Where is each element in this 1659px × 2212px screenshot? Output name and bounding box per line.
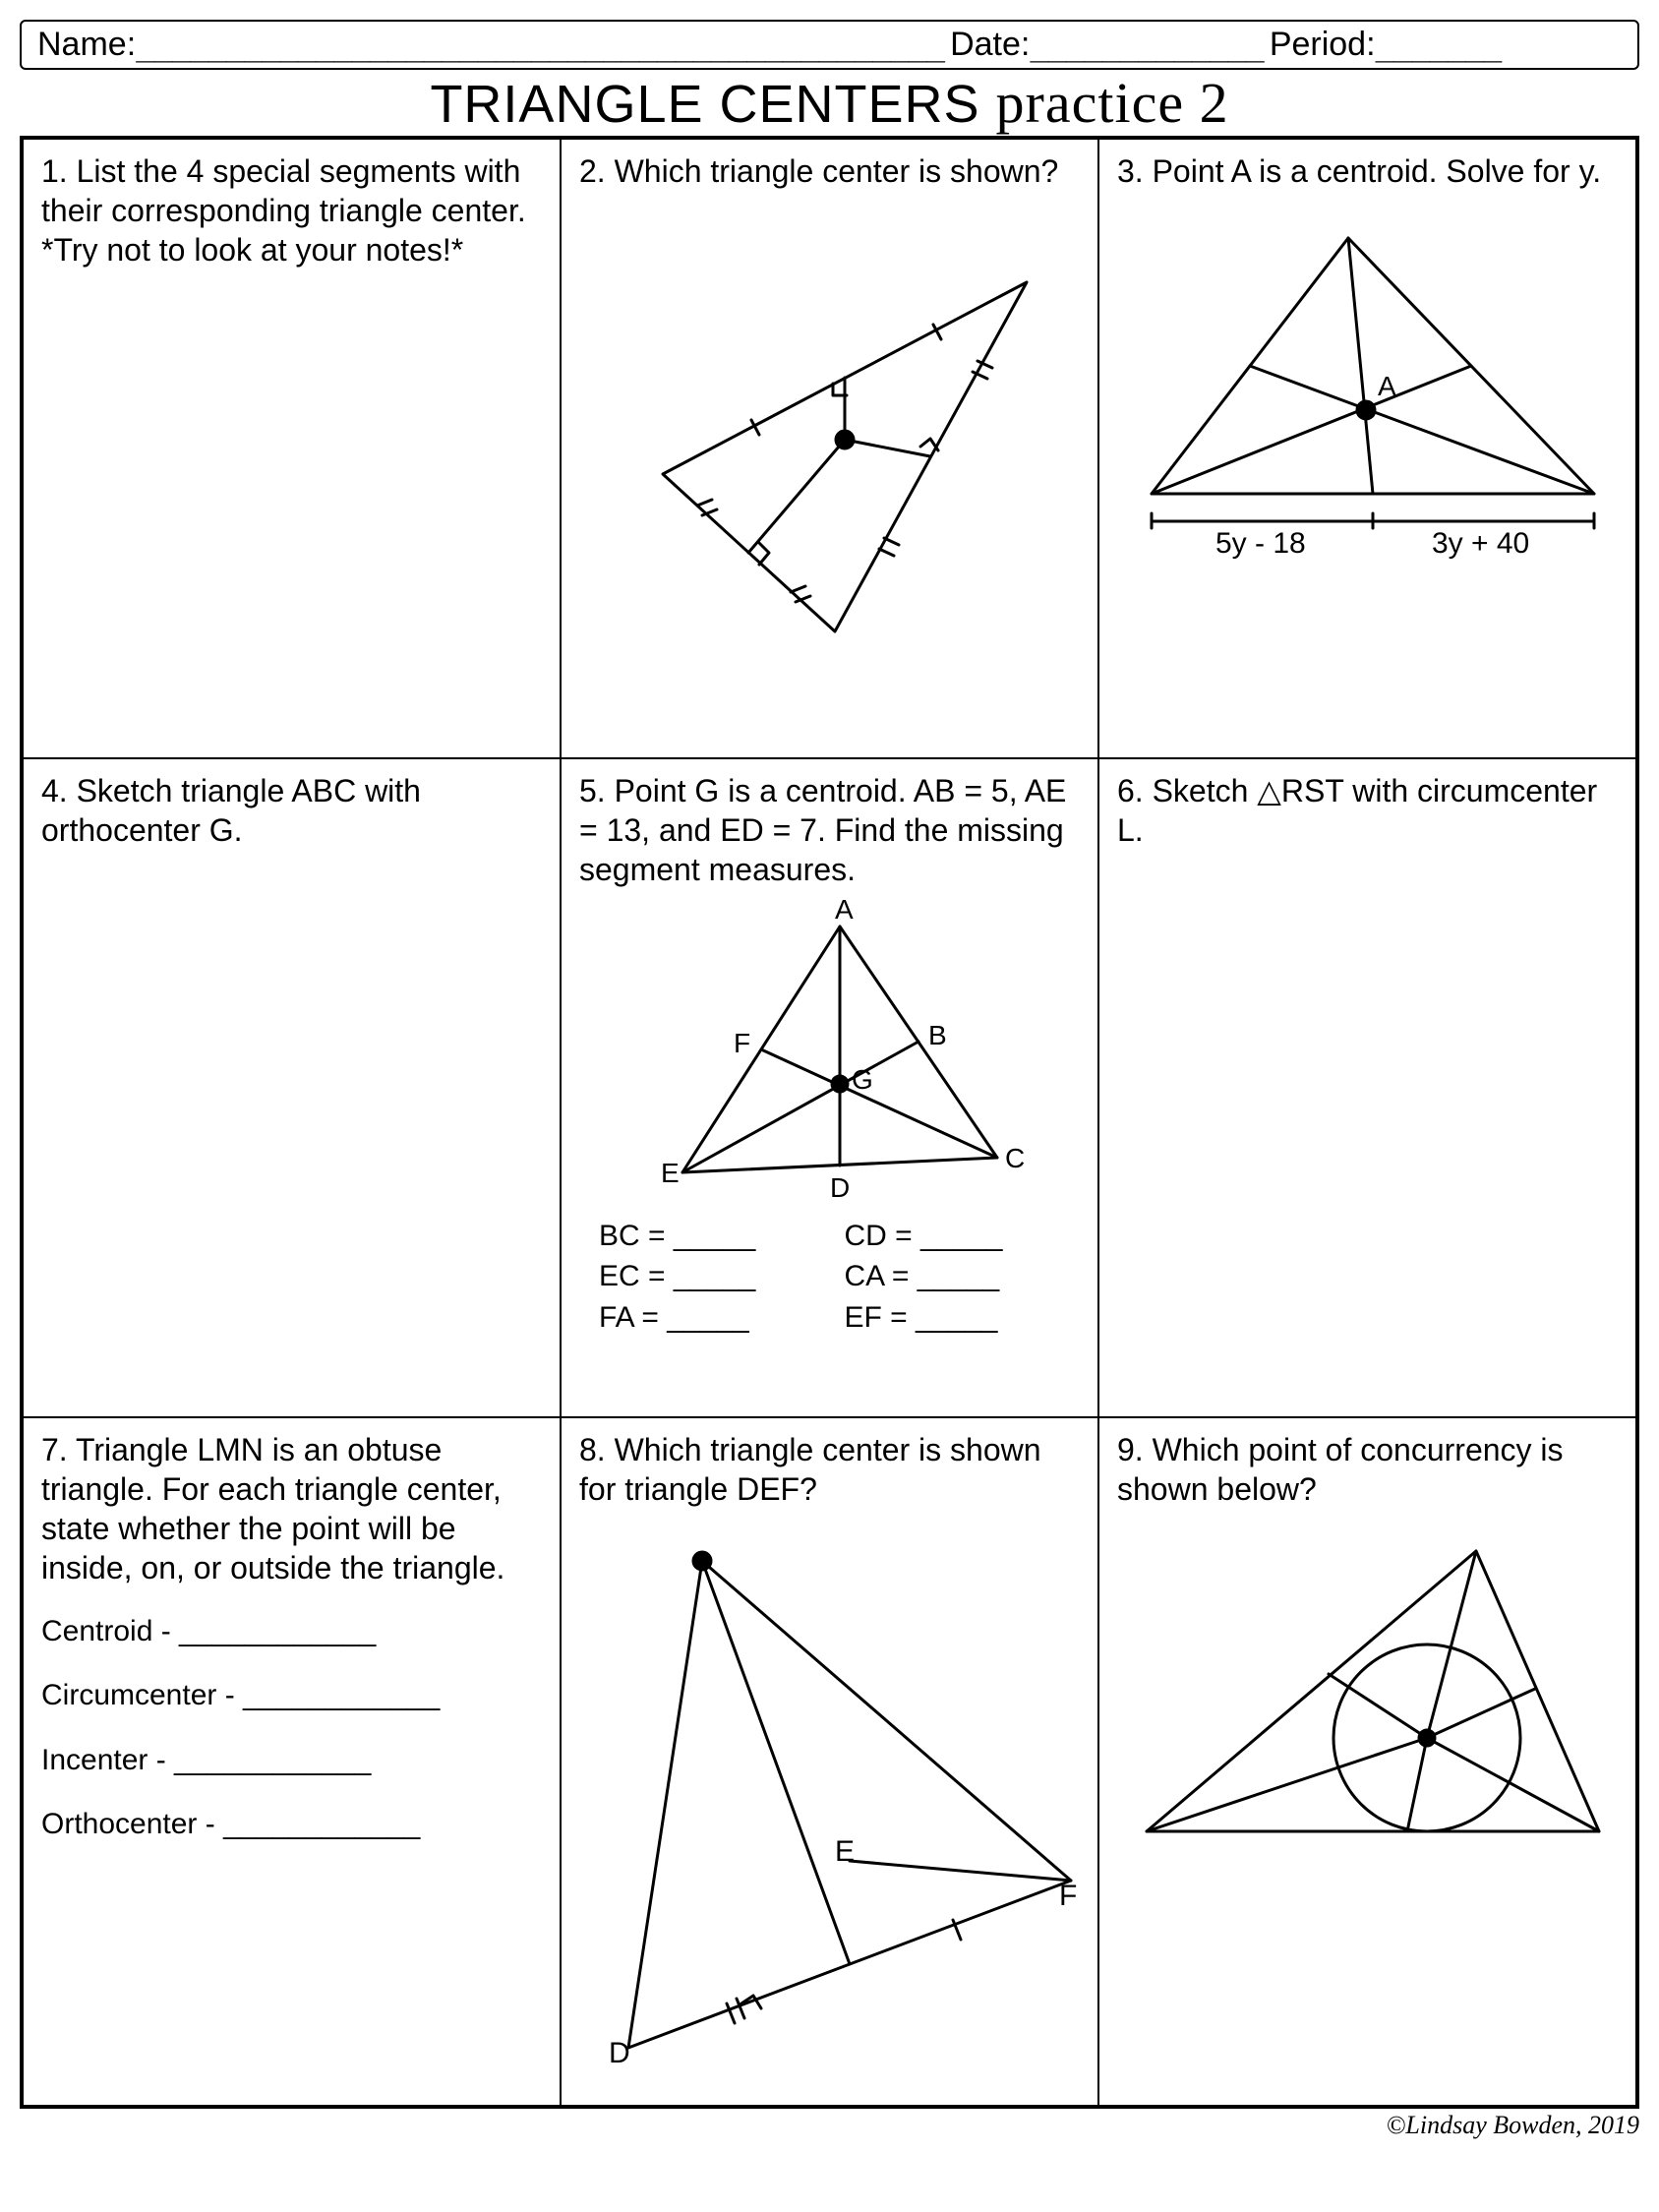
q8-F: F xyxy=(1059,1880,1077,1912)
q5-text: 5. Point G is a centroid. AB = 5, AE = 1… xyxy=(579,771,1080,889)
cell-q6: 6. Sketch △RST with circumcenter L. xyxy=(1098,758,1636,1417)
date-blank[interactable]: _____________ xyxy=(1030,26,1263,63)
cell-q4: 4. Sketch triangle ABC with orthocenter … xyxy=(23,758,561,1417)
q8-E: E xyxy=(835,1835,855,1868)
q6-text: 6. Sketch △RST with circumcenter L. xyxy=(1117,771,1618,850)
question-grid: 1. List the 4 special segments with thei… xyxy=(20,136,1639,2109)
period-blank[interactable]: _______ xyxy=(1376,26,1502,63)
q5-FA[interactable]: FA = _____ xyxy=(599,1299,835,1337)
q8-text: 8. Which triangle center is shown for tr… xyxy=(579,1430,1080,1509)
q3-seg-left: 5y - 18 xyxy=(1215,527,1306,560)
q8-diagram: D E F xyxy=(579,1517,1081,2067)
q5-CA[interactable]: CA = _____ xyxy=(845,1258,1081,1295)
q5-diagram: A B C D E F G xyxy=(623,897,1037,1212)
q8-D: D xyxy=(609,2037,630,2067)
q7-list: Centroid - ____________ Circumcenter - _… xyxy=(41,1613,542,1843)
q5-A: A xyxy=(835,897,854,925)
date-label: Date: xyxy=(950,26,1030,64)
q2-text: 2. Which triangle center is shown? xyxy=(579,151,1080,191)
title-script: practice 2 xyxy=(996,71,1229,135)
q7-incenter[interactable]: Incenter - ____________ xyxy=(41,1742,542,1779)
q5-G: G xyxy=(852,1064,873,1095)
q5-B: B xyxy=(928,1020,947,1050)
q9-text: 9. Which point of concurrency is shown b… xyxy=(1117,1430,1618,1509)
cell-q2: 2. Which triangle center is shown? xyxy=(561,139,1098,758)
q5-E: E xyxy=(661,1158,680,1188)
period-label: Period: xyxy=(1270,26,1376,64)
q3-text: 3. Point A is a centroid. Solve for y. xyxy=(1117,151,1618,191)
cell-q9: 9. Which point of concurrency is shown b… xyxy=(1098,1417,1636,2106)
q5-F: F xyxy=(734,1028,750,1058)
q5-BC[interactable]: BC = _____ xyxy=(599,1218,835,1255)
q7-centroid[interactable]: Centroid - ____________ xyxy=(41,1613,542,1650)
q5-answers: BC = _____ CD = _____ EC = _____ CA = __… xyxy=(579,1218,1080,1337)
header-info: Name:___________________________________… xyxy=(20,20,1639,70)
cell-q5: 5. Point G is a centroid. AB = 5, AE = 1… xyxy=(561,758,1098,1417)
page-title: TRIANGLE CENTERS practice 2 xyxy=(20,74,1639,134)
cell-q1: 1. List the 4 special segments with thei… xyxy=(23,139,561,758)
q7-text: 7. Triangle LMN is an obtuse triangle. F… xyxy=(41,1430,542,1587)
q3-seg-right: 3y + 40 xyxy=(1432,527,1529,560)
q5-D: D xyxy=(830,1172,850,1203)
q5-EF[interactable]: EF = _____ xyxy=(845,1299,1081,1337)
name-blank[interactable]: ________________________________________… xyxy=(136,26,944,63)
q1-text: 1. List the 4 special segments with thei… xyxy=(41,151,542,269)
q5-C: C xyxy=(1005,1143,1025,1173)
footer-copyright: ©Lindsay Bowden, 2019 xyxy=(20,2111,1639,2140)
cell-q8: 8. Which triangle center is shown for tr… xyxy=(561,1417,1098,2106)
q5-EC[interactable]: EC = _____ xyxy=(599,1258,835,1295)
q3-label-A: A xyxy=(1378,371,1396,401)
q4-text: 4. Sketch triangle ABC with orthocenter … xyxy=(41,771,542,850)
name-label: Name: xyxy=(37,26,136,64)
q7-circumcenter[interactable]: Circumcenter - ____________ xyxy=(41,1677,542,1714)
q5-CD[interactable]: CD = _____ xyxy=(845,1218,1081,1255)
q7-orthocenter[interactable]: Orthocenter - ____________ xyxy=(41,1806,542,1843)
q3-diagram: A 5y - 18 3y + 40 xyxy=(1122,199,1614,572)
q2-diagram xyxy=(604,199,1056,651)
cell-q3: 3. Point A is a centroid. Solve for y. xyxy=(1098,139,1636,758)
q9-diagram xyxy=(1122,1517,1614,1871)
cell-q7: 7. Triangle LMN is an obtuse triangle. F… xyxy=(23,1417,561,2106)
title-main: TRIANGLE CENTERS xyxy=(430,75,979,134)
